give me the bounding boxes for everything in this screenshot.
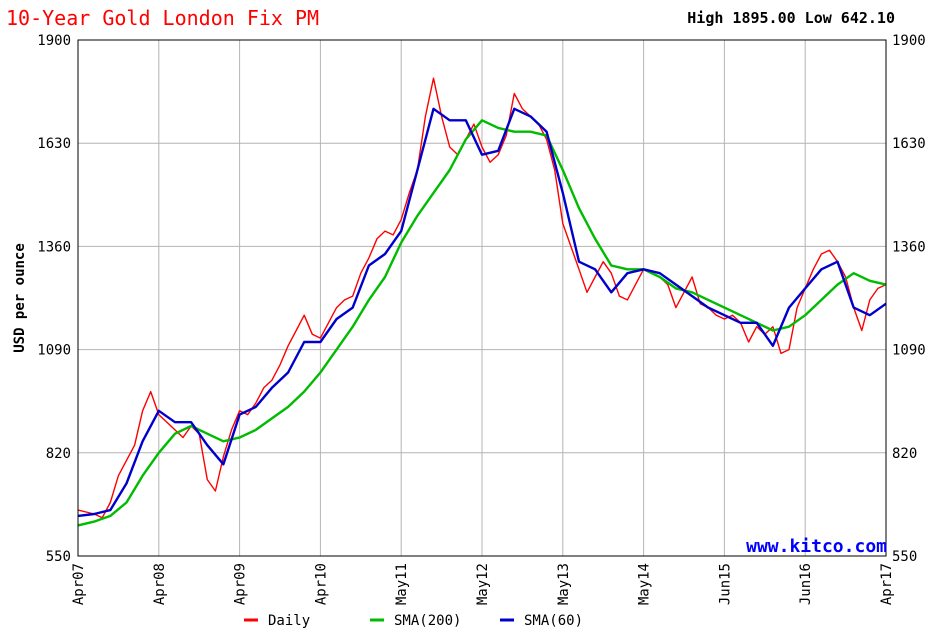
high-low-text: High 1895.00 Low 642.10 xyxy=(687,9,895,27)
x-tick-label: May13 xyxy=(556,563,572,605)
x-tick-label: Apr10 xyxy=(313,563,329,605)
y-ticks-left: 550 820 1090 1360 1630 1900 xyxy=(37,33,71,565)
x-tick-label: Apr08 xyxy=(152,563,168,605)
series-line-daily xyxy=(77,77,887,519)
y-tick-label-right: 820 xyxy=(892,446,917,462)
x-tick-label: May14 xyxy=(637,563,653,605)
legend: Daily SMA(200) SMA(60) xyxy=(244,613,583,629)
grid xyxy=(77,39,887,557)
legend-label-sma200: SMA(200) xyxy=(394,613,461,629)
series-line-sma200 xyxy=(77,119,887,527)
y-tick-label-right: 1090 xyxy=(892,343,926,359)
x-tick-label: Jun15 xyxy=(717,563,733,605)
y-tick-label-left: 550 xyxy=(46,549,71,565)
legend-label-daily: Daily xyxy=(268,613,310,629)
y-tick-label-right: 1900 xyxy=(892,33,926,49)
y-axis-label: USD per ounce xyxy=(12,243,28,353)
plot-frame xyxy=(77,39,887,557)
y-tick-label-right: 550 xyxy=(892,549,917,565)
y-tick-label-left: 1360 xyxy=(37,239,71,255)
y-tick-label-left: 1090 xyxy=(37,343,71,359)
x-tick-label: Apr07 xyxy=(71,563,87,605)
series-layer xyxy=(77,77,887,527)
x-tick-label: Jun16 xyxy=(798,563,814,605)
y-tick-label-right: 1630 xyxy=(892,136,926,152)
chart-title: 10-Year Gold London Fix PM xyxy=(6,6,319,30)
x-tick-label: Apr17 xyxy=(879,563,895,605)
y-ticks-right: 550 820 1090 1360 1630 1900 xyxy=(892,33,926,565)
x-ticks: Apr07 Apr08 Apr09 Apr10 May11 May12 May13 May14… xyxy=(71,563,895,605)
watermark-text[interactable]: www.kitco.com xyxy=(746,536,887,557)
y-tick-label-left: 1630 xyxy=(37,136,71,152)
x-tick-label: May11 xyxy=(394,563,410,605)
legend-label-sma60: SMA(60) xyxy=(524,613,583,629)
x-tick-label: Apr09 xyxy=(233,563,249,605)
series-line-sma60 xyxy=(77,107,887,518)
y-tick-label-right: 1360 xyxy=(892,239,926,255)
y-tick-label-left: 820 xyxy=(46,446,71,462)
y-tick-label-left: 1900 xyxy=(37,33,71,49)
x-tick-label: May12 xyxy=(475,563,491,605)
